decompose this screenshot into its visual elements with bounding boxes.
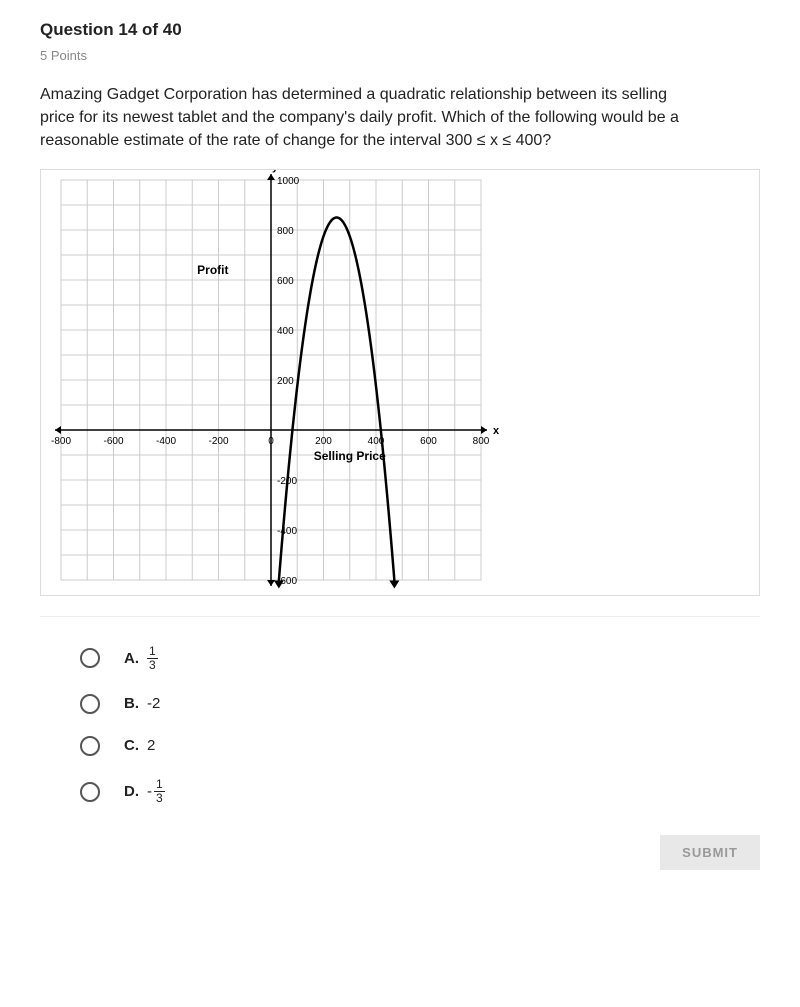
svg-text:600: 600 — [277, 276, 294, 287]
choice-letter: D. — [124, 783, 139, 800]
separator — [40, 616, 760, 617]
svg-text:-400: -400 — [277, 526, 297, 537]
radio-icon — [80, 648, 100, 668]
svg-text:-200: -200 — [208, 436, 228, 447]
svg-text:-400: -400 — [156, 436, 176, 447]
choice-a[interactable]: A. 1 3 — [80, 645, 760, 672]
choice-letter: B. — [124, 695, 139, 712]
svg-text:Profit: Profit — [197, 263, 228, 277]
choice-b[interactable]: B. -2 — [80, 694, 760, 714]
choice-value: 2 — [147, 737, 155, 754]
svg-text:800: 800 — [473, 436, 490, 447]
fraction-numerator: 1 — [154, 778, 165, 792]
choice-value: -2 — [147, 695, 160, 712]
chart-container: -800-600-400-2000200400600800-600-400-20… — [40, 169, 760, 596]
fraction-denominator: 3 — [147, 659, 158, 672]
svg-text:1000: 1000 — [277, 176, 300, 187]
radio-icon — [80, 694, 100, 714]
choice-value: - 1 3 — [147, 778, 165, 805]
svg-text:0: 0 — [268, 436, 274, 447]
choice-c[interactable]: C. 2 — [80, 736, 760, 756]
fraction-numerator: 1 — [147, 645, 158, 659]
answer-choices: A. 1 3 B. -2 C. 2 D. - 1 3 — [40, 645, 760, 806]
submit-button[interactable]: SUBMIT — [660, 835, 760, 870]
svg-text:200: 200 — [315, 436, 332, 447]
points-label: 5 Points — [40, 48, 760, 63]
question-prompt: Amazing Gadget Corporation has determine… — [40, 83, 680, 153]
negative-sign: - — [147, 783, 152, 800]
svg-text:-800: -800 — [51, 436, 71, 447]
parabola-chart: -800-600-400-2000200400600800-600-400-20… — [41, 170, 501, 590]
svg-text:Selling Price: Selling Price — [314, 449, 386, 463]
svg-text:y: y — [272, 170, 279, 173]
submit-row: SUBMIT — [40, 835, 760, 870]
choice-d[interactable]: D. - 1 3 — [80, 778, 760, 805]
choice-letter: A. — [124, 650, 139, 667]
question-header: Question 14 of 40 — [40, 20, 760, 40]
svg-text:800: 800 — [277, 226, 294, 237]
svg-text:200: 200 — [277, 376, 294, 387]
choice-value: 1 3 — [147, 645, 158, 672]
svg-text:400: 400 — [277, 326, 294, 337]
fraction-denominator: 3 — [154, 792, 165, 805]
svg-text:600: 600 — [420, 436, 437, 447]
svg-text:-600: -600 — [103, 436, 123, 447]
svg-text:x: x — [493, 425, 500, 437]
radio-icon — [80, 736, 100, 756]
radio-icon — [80, 782, 100, 802]
choice-letter: C. — [124, 737, 139, 754]
